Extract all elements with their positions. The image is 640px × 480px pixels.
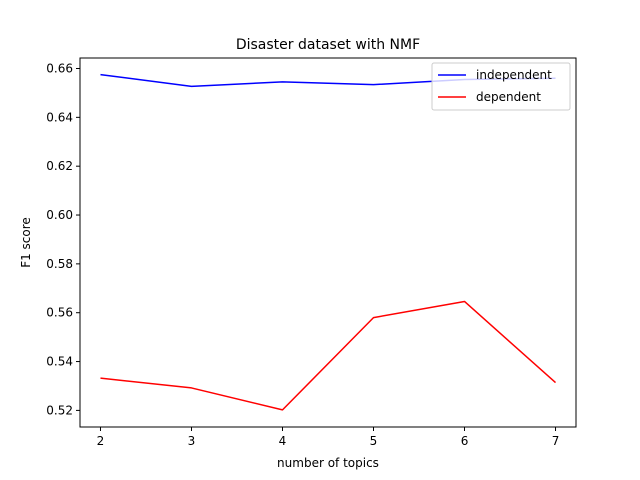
x-tick-label: 6 <box>461 434 469 448</box>
y-tick-label: 0.66 <box>46 62 73 76</box>
legend-label-independent: independent <box>476 68 552 82</box>
legend: independent dependent <box>431 62 571 111</box>
chart-title: Disaster dataset with NMF <box>236 37 420 53</box>
legend-box <box>431 62 571 111</box>
y-tick-label: 0.56 <box>46 306 73 320</box>
x-tick-label: 2 <box>97 434 105 448</box>
series-line-dependent <box>100 300 557 411</box>
x-tick-label: 4 <box>279 434 287 448</box>
x-axis-label: number of topics <box>277 456 379 470</box>
x-tick-label: 5 <box>370 434 378 448</box>
y-tick-label: 0.64 <box>46 110 73 124</box>
y-tick-label: 0.52 <box>46 403 73 417</box>
legend-label-dependent: dependent <box>476 90 541 104</box>
x-tick-label: 3 <box>188 434 196 448</box>
y-tick-label: 0.60 <box>46 208 73 222</box>
x-tick-label: 7 <box>552 434 560 448</box>
y-tick-label: 0.58 <box>46 257 73 271</box>
plot-frame <box>79 57 577 428</box>
y-tick-label: 0.62 <box>46 159 73 173</box>
y-tick-label: 0.54 <box>46 355 73 369</box>
y-axis-label: F1 score <box>19 217 33 268</box>
y-axis: 0.52 0.54 0.56 0.58 0.60 0.62 0.64 0.66 <box>46 62 80 417</box>
x-axis: 2 3 4 5 6 7 <box>97 427 560 448</box>
